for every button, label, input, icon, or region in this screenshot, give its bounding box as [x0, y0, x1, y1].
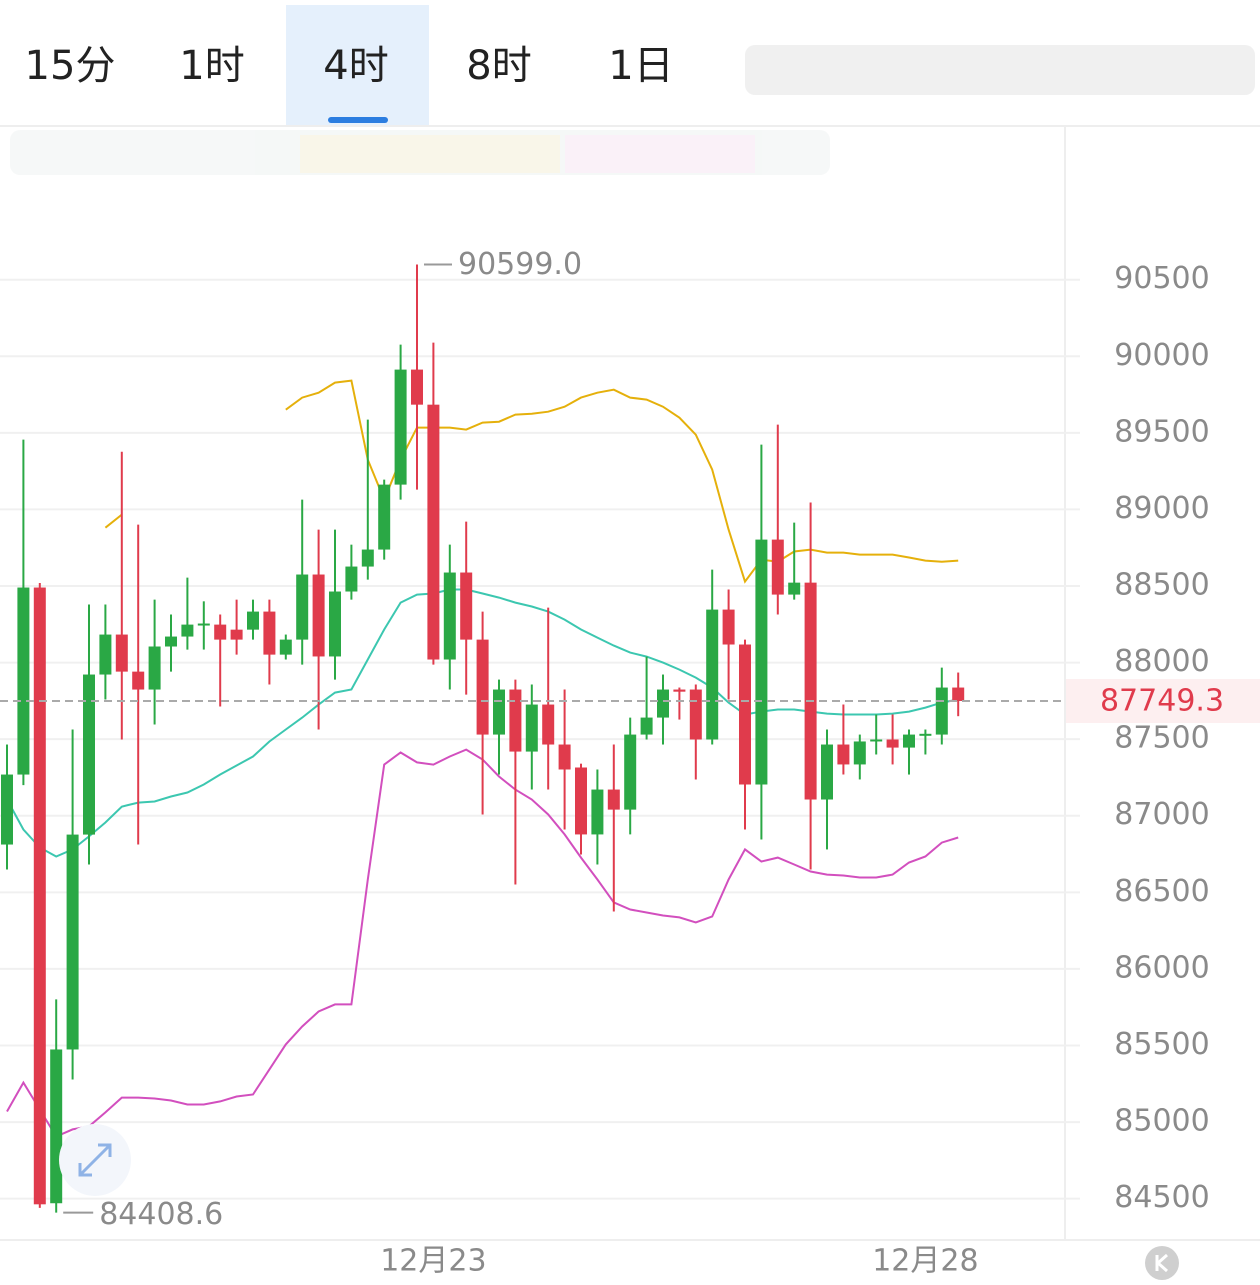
timeframe-tabs: 15分 1时 4时 8时 1日 [25, 43, 674, 89]
candle-body [706, 609, 719, 740]
candle-body [33, 587, 46, 1205]
candle-body [788, 582, 801, 595]
y-tick-label: 88500 [1114, 568, 1209, 603]
y-tick-label: 89500 [1114, 414, 1209, 449]
candle-body [886, 739, 899, 748]
y-tick-label: 85000 [1114, 1104, 1209, 1139]
candle-body [624, 734, 637, 810]
candle-body [165, 636, 177, 647]
candle-body [575, 767, 587, 835]
candle-body [525, 704, 538, 752]
blur-block [565, 135, 755, 173]
candle-body [689, 689, 702, 740]
candle-body [50, 1049, 63, 1204]
candle-body [132, 671, 145, 690]
active-tab-bg [286, 5, 429, 125]
candle-body [329, 591, 341, 657]
y-tick-label: 90500 [1114, 261, 1209, 296]
candle-body [378, 484, 391, 550]
candle-body [66, 834, 79, 1050]
candle-body [509, 689, 522, 752]
candle-body [771, 539, 784, 595]
candle-body [411, 369, 423, 405]
candle-body [558, 744, 571, 770]
y-tick-label: 90000 [1114, 338, 1209, 373]
candle-body [640, 717, 653, 735]
candle-body [870, 739, 883, 742]
y-tick-label: 85500 [1114, 1027, 1209, 1062]
y-tick-label: 88000 [1114, 644, 1209, 679]
candle-body [476, 639, 489, 735]
x-tick-label: 12月23 [380, 1244, 486, 1279]
max-label: 90599.0 [458, 247, 582, 282]
candle-body [739, 644, 751, 785]
candle-body [952, 687, 965, 701]
candle-body [673, 689, 686, 692]
active-tab-indicator [328, 117, 388, 123]
candle-body [83, 674, 95, 835]
chart: 84500 85000 85500 86000 86500 87000 87500 88000… [0, 247, 1260, 1279]
y-tick-label: 89000 [1114, 491, 1209, 526]
y-tick-label: 86500 [1114, 874, 1209, 909]
candle-body [181, 624, 194, 637]
last-price-bg [1066, 678, 1260, 723]
candle-body [279, 639, 292, 655]
blurred-area [10, 45, 1255, 175]
candle-body [460, 572, 473, 640]
candle-body [919, 733, 932, 736]
candle-body [903, 734, 915, 748]
candle-body [657, 689, 669, 718]
candle-body [214, 624, 227, 640]
tab[interactable]: 8时 [466, 43, 531, 89]
tab[interactable]: 1时 [179, 43, 244, 89]
y-tick-label: 87500 [1114, 721, 1209, 756]
candle-body [722, 609, 735, 645]
y-tick-label: 84500 [1114, 1180, 1209, 1215]
candle-body [394, 369, 407, 485]
candle-body [853, 741, 866, 765]
expand-icon [78, 1143, 112, 1177]
candle-body [115, 634, 128, 672]
candle-body [99, 634, 112, 675]
last-price-label: 87749.3 [1100, 683, 1224, 718]
tab[interactable]: 4时 [323, 43, 388, 89]
candle-body [148, 646, 161, 690]
candle-body [821, 744, 833, 800]
candle-body [17, 587, 30, 775]
x-tick-label: 12月28 [872, 1244, 978, 1279]
candle-body [755, 539, 768, 785]
y-tick-label: 87000 [1114, 797, 1209, 832]
candle-body [263, 611, 276, 655]
min-label: 84408.6 [99, 1197, 223, 1232]
candle-body [312, 574, 325, 657]
candle-body [542, 704, 555, 745]
candle-body [607, 789, 620, 810]
blur-block [745, 45, 1255, 95]
k-button[interactable] [1145, 1246, 1179, 1280]
y-tick-label: 86000 [1114, 950, 1209, 985]
candle-body [804, 582, 817, 800]
tab[interactable]: 1日 [608, 43, 673, 89]
candle-body [493, 689, 505, 735]
candle-body [296, 574, 309, 640]
tab[interactable]: 15分 [25, 43, 116, 89]
candle-body [345, 566, 358, 592]
candle-body [443, 572, 456, 660]
candle-body [230, 629, 243, 640]
blur-block [300, 135, 560, 173]
candle-body [591, 789, 604, 835]
candle-body [837, 744, 850, 765]
candle-body [361, 549, 374, 567]
candle-body [197, 623, 210, 626]
candle-body [247, 611, 259, 630]
band-line [6, 588, 959, 858]
candle-body [1, 774, 13, 845]
candle-body [427, 404, 440, 660]
candle-body [935, 687, 948, 735]
k-icon [1155, 1253, 1168, 1273]
